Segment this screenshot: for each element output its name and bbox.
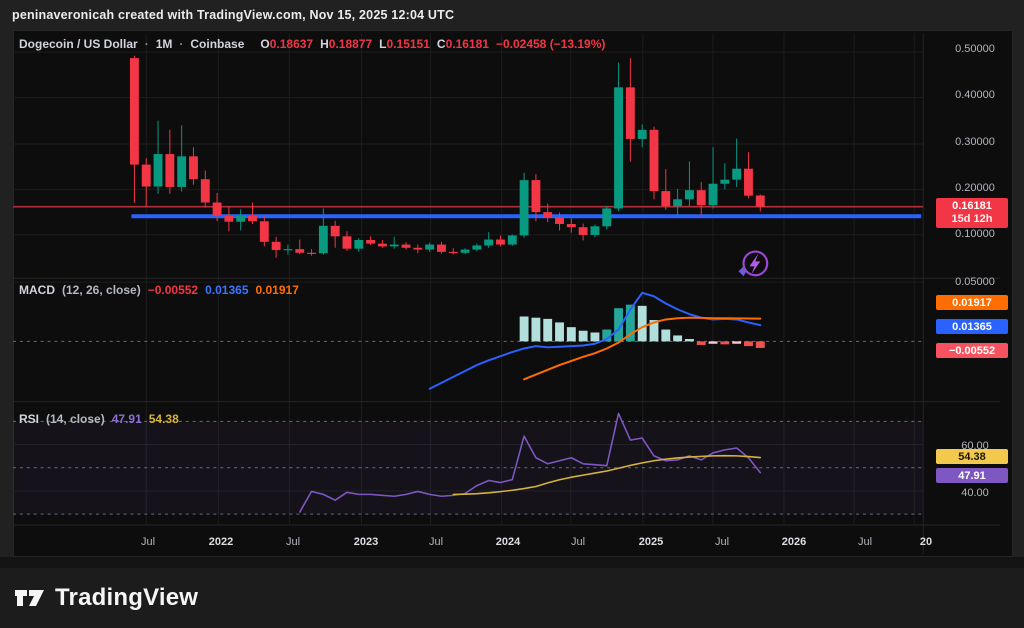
candle [437, 244, 446, 252]
candle [460, 249, 470, 253]
macd-histogram-bar [531, 317, 541, 342]
candle [283, 249, 293, 251]
macd-histogram-bar [732, 341, 742, 344]
macd-histogram-bar [649, 320, 659, 342]
candle [744, 168, 753, 196]
macd-histogram-bar [637, 305, 647, 342]
macd-histogram-bar [543, 318, 553, 342]
candle [189, 156, 198, 180]
macd-histogram-bar [720, 341, 730, 345]
candle [614, 87, 624, 209]
candle [519, 180, 529, 236]
macd-histogram-bar [684, 339, 694, 342]
macd-histogram-bar [696, 341, 706, 345]
macd-histogram-bar [590, 332, 600, 342]
chart-widget[interactable] [13, 30, 1013, 557]
macd-histogram-bar [661, 329, 671, 342]
rsi-ma-line [452, 454, 762, 496]
candle [318, 225, 328, 254]
candle [236, 215, 246, 222]
macd-histogram-bar [744, 341, 753, 347]
candle [496, 239, 505, 245]
candle [555, 217, 564, 224]
candle [212, 202, 222, 216]
candle [578, 227, 588, 235]
candle [366, 239, 376, 244]
candle [389, 244, 399, 247]
macd-histogram-bar [755, 341, 765, 348]
tradingview-wordmark: TradingView [55, 584, 199, 611]
chart-canvas[interactable] [13, 30, 1013, 557]
candle [342, 236, 352, 249]
macd-histogram-bar [673, 335, 683, 342]
macd-signal-line [523, 316, 762, 381]
candle [413, 247, 423, 250]
candle [732, 168, 742, 180]
macd-histogram-bar [602, 329, 612, 342]
candle [625, 87, 635, 139]
candle [543, 212, 553, 218]
candle [649, 129, 659, 192]
candle [531, 180, 541, 213]
tradingview-logo-icon [15, 590, 44, 606]
attribution-text: peninaveronicah created with TradingView… [12, 8, 455, 22]
macd-histogram-bar [555, 322, 564, 342]
candle [295, 249, 305, 253]
candle [129, 58, 139, 165]
boost-icon[interactable] [738, 250, 769, 277]
candle [377, 243, 387, 247]
candle [696, 190, 706, 206]
candle [602, 208, 612, 227]
bottom-gap [0, 557, 1024, 568]
candle [248, 215, 257, 222]
candle [200, 179, 210, 203]
candle [259, 221, 269, 242]
candle [354, 239, 364, 249]
rsi-band [13, 421, 924, 515]
candle [720, 179, 730, 184]
candle [566, 223, 576, 228]
candle [590, 226, 600, 235]
macd-histogram-bar [614, 308, 624, 342]
candle [661, 191, 671, 207]
candle [330, 225, 340, 237]
candle [153, 154, 163, 187]
candle [472, 245, 482, 250]
candle [708, 183, 718, 206]
candle [271, 241, 281, 251]
candle [165, 154, 175, 187]
macd-histogram-bar [519, 316, 529, 342]
candle [755, 195, 765, 207]
macd-histogram-bar [566, 327, 576, 342]
footer-bar: TradingView [0, 568, 1024, 628]
candle [507, 235, 517, 245]
macd-histogram-bar [708, 341, 718, 344]
candle [307, 252, 316, 254]
candle [684, 190, 694, 200]
macd-histogram-bar [578, 330, 588, 342]
candle [224, 215, 234, 222]
candle [637, 129, 647, 139]
candle [673, 199, 683, 207]
attribution-bar: peninaveronicah created with TradingView… [0, 0, 1024, 30]
candle [448, 251, 458, 254]
candle [141, 164, 151, 187]
macd-histogram-bar [625, 304, 635, 342]
candle [484, 239, 494, 246]
candle [401, 244, 411, 248]
candle [177, 156, 187, 187]
candle [425, 244, 435, 250]
